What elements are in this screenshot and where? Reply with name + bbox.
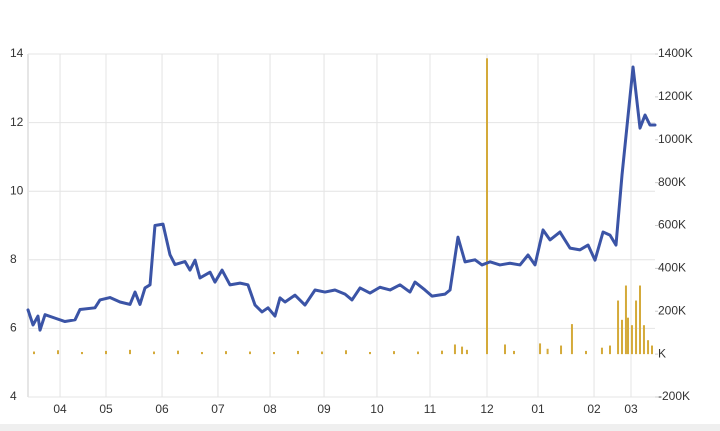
volume-bar — [393, 351, 395, 355]
y-tick-label: 4 — [10, 389, 17, 403]
x-tick-label: 10 — [370, 402, 384, 416]
y2-tick-label: 600K — [658, 218, 686, 232]
volume-bar — [369, 351, 371, 355]
volume-bar — [513, 350, 515, 355]
volume-bar — [651, 345, 653, 355]
volume-bar — [177, 350, 179, 355]
x-tick-label: 02 — [587, 402, 601, 416]
volume-bar — [201, 351, 203, 355]
y-tick-label: 12 — [10, 115, 24, 129]
x-tick-label: 01 — [531, 402, 545, 416]
volume-bar — [609, 345, 611, 355]
volume-bar — [486, 58, 488, 355]
volume-bar — [504, 344, 506, 355]
x-tick-label: 12 — [480, 402, 494, 416]
x-tick-label: 11 — [424, 402, 437, 416]
volume-bar — [639, 285, 641, 355]
x-tick-label: 07 — [211, 402, 225, 416]
x-tick-label: 06 — [155, 402, 169, 416]
y2-tick-label: K — [658, 346, 666, 360]
price-line — [26, 65, 657, 332]
volume-bar — [627, 317, 629, 355]
volume-bar — [617, 300, 620, 355]
volume-bar — [560, 345, 563, 355]
volume-bar — [570, 324, 573, 355]
y2-tick-label: 1200K — [658, 89, 693, 103]
volume-bar — [225, 351, 227, 355]
volume-bar — [417, 351, 419, 355]
volume-bar — [465, 349, 468, 355]
volume-bar — [129, 349, 131, 355]
volume-bar — [635, 300, 638, 355]
y2-tick-label: 200K — [658, 303, 686, 317]
x-tick-label: 05 — [99, 402, 113, 416]
volume-bar — [546, 348, 549, 355]
volume-bar — [585, 350, 587, 355]
y-tick-label: 8 — [10, 252, 17, 266]
volume-bar — [297, 350, 299, 355]
y2-tick-label: 800K — [658, 175, 686, 189]
y2-tick-label: 400K — [658, 261, 686, 275]
volume-bar — [249, 351, 251, 355]
volume-bar — [461, 346, 464, 355]
x-tick-label: 09 — [317, 402, 331, 416]
volume-bar — [630, 325, 633, 355]
volume-bar — [647, 340, 650, 355]
y-tick-label: 10 — [10, 183, 24, 197]
volume-bar — [621, 319, 623, 355]
y2-tick-label: 1400K — [658, 46, 693, 60]
volume-bar — [105, 350, 107, 355]
volume-bar — [57, 350, 59, 355]
y-tick-label: 6 — [10, 321, 17, 335]
volume-bar — [624, 285, 627, 355]
volume-bar — [81, 351, 83, 355]
y2-tick-label: -200K — [658, 389, 690, 403]
bottom-strip — [0, 424, 720, 431]
volume-bar — [273, 351, 275, 355]
x-tick-label: 04 — [53, 402, 67, 416]
y2-tick-label: 1000K — [658, 132, 693, 146]
volume-bar — [539, 343, 542, 355]
x-tick-label: 03 — [624, 402, 638, 416]
y-tick-label: 14 — [10, 46, 24, 60]
volume-bar — [642, 325, 645, 355]
volume-bar — [453, 344, 456, 355]
x-tick-label: 08 — [263, 402, 277, 416]
volume-bar — [321, 351, 323, 355]
volume-bar — [33, 351, 35, 355]
volume-bar — [153, 351, 155, 355]
volume-bar — [345, 350, 347, 355]
volume-bar — [441, 350, 443, 355]
volume-bar — [600, 347, 603, 355]
